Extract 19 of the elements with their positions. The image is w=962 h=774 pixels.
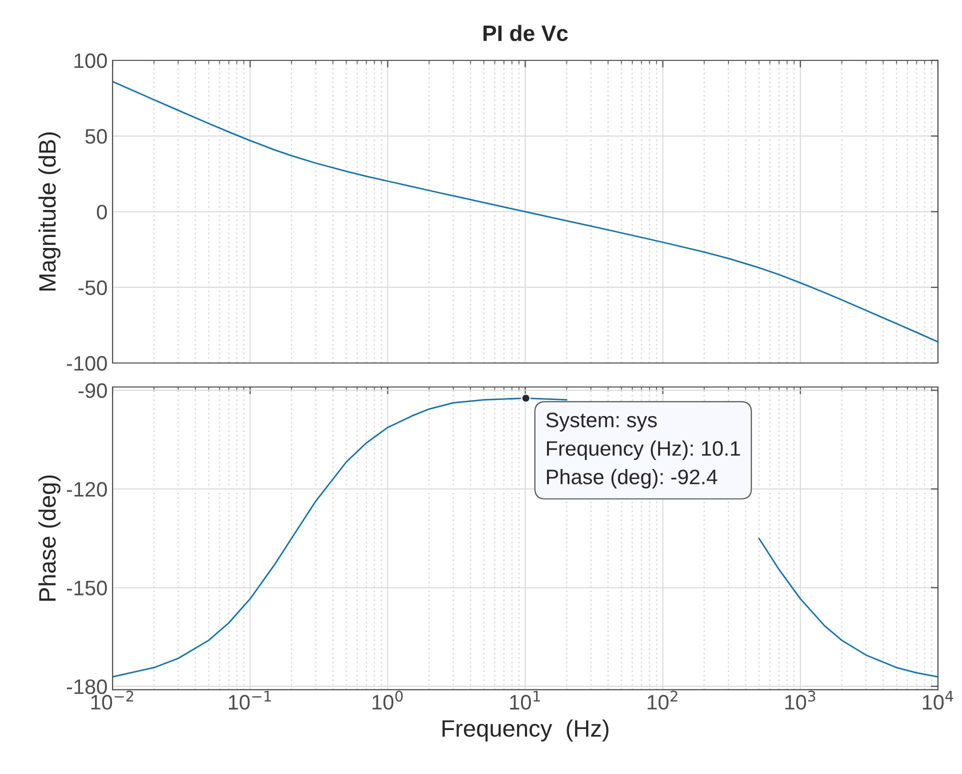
x-tick-label: 10$^{1}$ bbox=[510, 690, 540, 710]
y-tick-label: -100 bbox=[66, 356, 107, 371]
y-tick-label: -90 bbox=[78, 383, 107, 398]
y-tick-label: 100 bbox=[74, 53, 107, 68]
x-tick-label: 10$^{4}$ bbox=[922, 690, 954, 710]
chart-title: PI de Vc bbox=[484, 24, 568, 42]
y-tick-label: -120 bbox=[66, 482, 107, 497]
y-tick-label: -150 bbox=[66, 580, 107, 596]
x-axis-title: Frequency (Hz) bbox=[442, 719, 608, 742]
y-tick-label: -50 bbox=[78, 280, 107, 296]
x-tick-label: 10$^{2}$ bbox=[648, 690, 678, 710]
x-tick-label: 10$^{3}$ bbox=[785, 690, 816, 710]
y-axis-title: Phase (deg) bbox=[38, 475, 60, 601]
y-tick-label: 0 bbox=[96, 204, 107, 220]
y-axis-title: Magnitude (dB) bbox=[38, 132, 60, 290]
annotation: System: sys Frequency (Hz): 10.1 Phase (deg): -92.4 bbox=[546, 412, 740, 488]
x-tick-label: 10$^{0}$ bbox=[372, 690, 403, 710]
x-tick-label: 10$^{−1}$ bbox=[228, 690, 271, 710]
y-tick-label: 50 bbox=[85, 129, 107, 144]
